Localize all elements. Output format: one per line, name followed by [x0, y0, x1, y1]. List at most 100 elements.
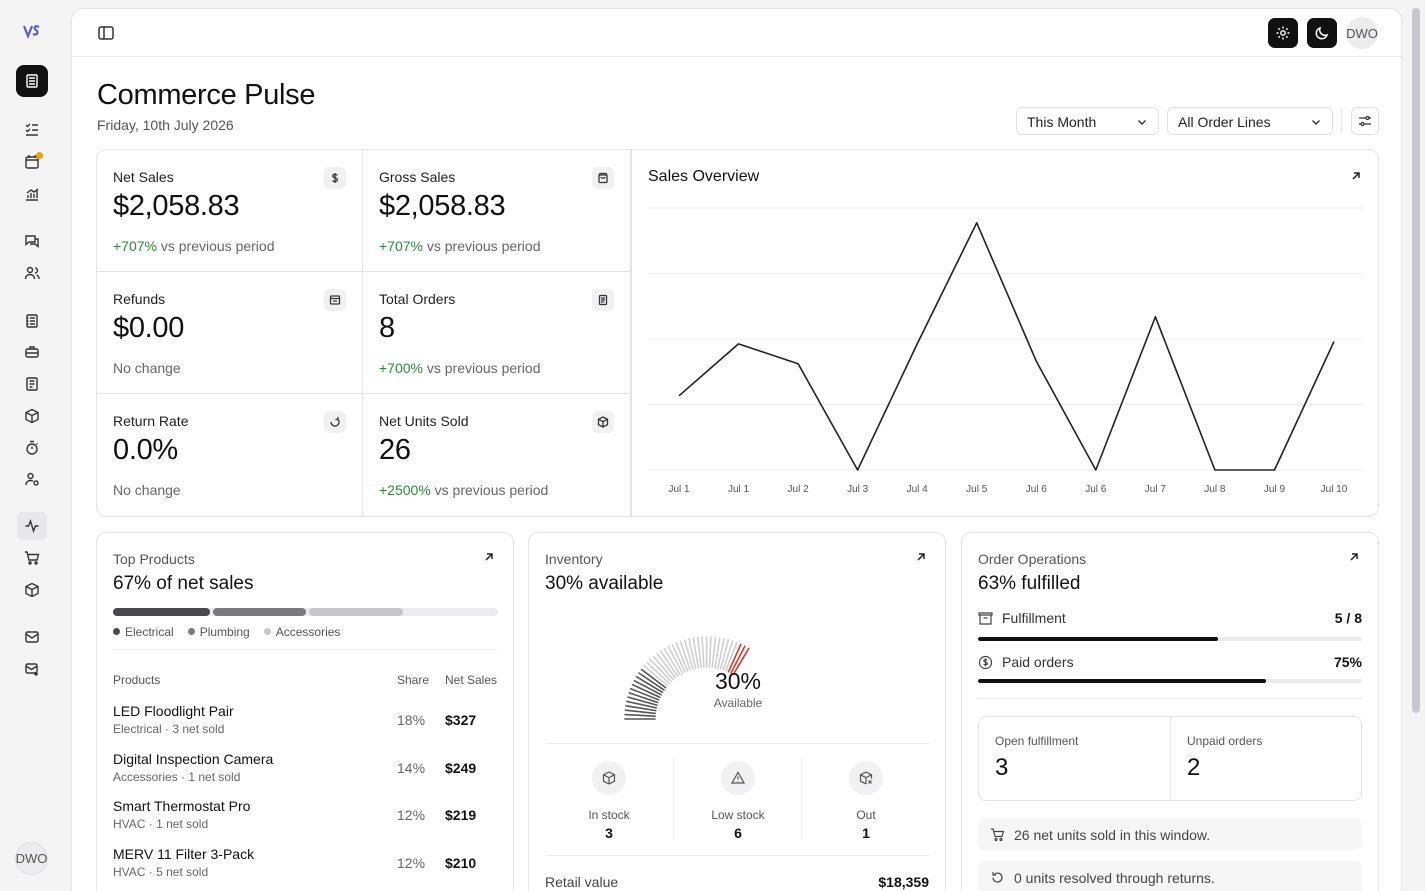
gauge-tick [671, 643, 686, 673]
gauge-tick [646, 661, 670, 685]
legend-item: Accessories [263, 625, 341, 639]
table-row[interactable]: LED Floodlight Pair Electrical · 3 net s… [113, 703, 497, 743]
gauge-tick [711, 636, 717, 669]
stat-label: Net Units Sold [379, 413, 469, 429]
box-value: 3 [995, 754, 1009, 781]
sidebar-cart-icon[interactable] [21, 547, 43, 569]
paid-orders-progress [978, 679, 1362, 683]
sidebar-inbox-icon[interactable] [21, 626, 43, 648]
note-text: 0 units resolved through returns. [1014, 870, 1215, 886]
sidebar-user-avatar[interactable]: DWO [15, 842, 48, 875]
gauge-tick [667, 645, 684, 674]
progress-fill [978, 679, 1266, 683]
gauge-tick [692, 637, 700, 669]
settings-button[interactable] [1268, 18, 1298, 48]
stat-label: Gross Sales [379, 169, 456, 185]
gauge-tick [635, 676, 664, 694]
sidebar-messages-icon[interactable] [21, 230, 43, 252]
stat-change: No change [113, 360, 181, 376]
x-tick-label: Jul 1 [668, 484, 690, 495]
sidebar-dashboard-icon[interactable] [16, 65, 48, 97]
stat-refunds: Refunds $0.00 No change [97, 272, 363, 394]
sidebar-user-settings-icon[interactable] [21, 468, 43, 490]
sidebar-products-icon[interactable] [21, 405, 43, 427]
sidebar-timer-icon[interactable] [21, 437, 43, 459]
availability-gauge [624, 636, 750, 720]
stat-label: Refunds [113, 291, 166, 307]
unpaid-orders-box: Unpaid orders 2 [1171, 717, 1363, 800]
sidebar-tasks-icon[interactable] [21, 119, 43, 141]
sidebar-mail-add-icon[interactable] [21, 658, 43, 680]
user-avatar[interactable]: DWO [1346, 17, 1378, 49]
category-segment [113, 608, 211, 616]
open-fulfillment-box: Open fulfillment 3 [979, 717, 1171, 800]
x-tick-label: Jul 6 [1026, 484, 1048, 495]
card-kicker: Top Products [113, 551, 195, 567]
legend-label: Accessories [275, 625, 341, 639]
main-panel: DWO Commerce Pulse Friday, 10th July 202… [71, 8, 1402, 891]
gauge-tick [696, 636, 702, 669]
divider [673, 759, 674, 839]
product-meta: HVAC · 1 net sold [113, 817, 209, 831]
stat-change-pct: +707% [113, 238, 157, 254]
sidebar-briefcase-icon[interactable] [21, 341, 43, 363]
x-tick-label: Jul 6 [1085, 484, 1107, 495]
chevron-down-icon [1138, 120, 1146, 125]
stock-value: 3 [605, 825, 613, 841]
table-row[interactable]: Smart Thermostat Pro HVAC · 1 net sold 1… [113, 798, 497, 838]
filter-options-button[interactable] [1351, 107, 1379, 135]
box-icon [592, 411, 614, 433]
page-date: Friday, 10th July 2026 [97, 117, 234, 133]
sidebar-package-icon[interactable] [21, 579, 43, 601]
stock-value: 1 [862, 825, 870, 841]
expand-arrow-icon[interactable] [1350, 170, 1362, 182]
expand-arrow-icon[interactable] [915, 551, 927, 563]
divider [113, 649, 497, 650]
box-value: 2 [1187, 754, 1201, 781]
x-tick-label: Jul 9 [1264, 484, 1286, 495]
divider [801, 759, 802, 839]
expand-arrow-icon[interactable] [1348, 551, 1360, 563]
stock-low: Low stock 6 [674, 761, 802, 851]
page-title: Commerce Pulse [97, 79, 316, 111]
expand-arrow-icon[interactable] [483, 551, 495, 563]
sidebar-analytics-icon[interactable] [21, 183, 43, 205]
theme-toggle-button[interactable] [1307, 18, 1337, 48]
fulfillment-progress [978, 637, 1362, 641]
gauge-tick [656, 653, 677, 679]
gauge-tick [624, 713, 656, 717]
gauge-tick [663, 648, 681, 676]
table-row[interactable]: MERV 11 Filter 3-Pack HVAC · 5 net sold … [113, 846, 497, 886]
gauge-tick [626, 700, 658, 709]
sidebar-ledger-icon[interactable] [21, 310, 43, 332]
period-select[interactable]: This Month [1016, 107, 1159, 135]
box-label: Unpaid orders [1187, 734, 1263, 748]
order-operations-card: Order Operations 63% fulfilled Fulfillme… [961, 532, 1379, 891]
sidebar-toggle-icon[interactable] [96, 23, 116, 43]
table-row[interactable]: Digital Inspection Camera Accessories · … [113, 751, 497, 791]
order-status-boxes: Open fulfillment 3 Unpaid orders 2 [978, 716, 1362, 801]
gauge-tick [708, 636, 712, 668]
box-x-icon [849, 761, 883, 795]
order-lines-select[interactable]: All Order Lines [1167, 107, 1333, 135]
warning-icon [721, 761, 755, 795]
x-tick-label: Jul 10 [1321, 484, 1348, 495]
package-icon [978, 612, 993, 625]
brand-logo-icon[interactable] [22, 22, 42, 40]
gauge-readout: 30% Available [679, 668, 797, 710]
sidebar-calendar-icon[interactable] [21, 151, 43, 173]
product-share: 12% [397, 855, 426, 871]
product-name: Smart Thermostat Pro [113, 798, 251, 814]
page-scrollbar[interactable] [1412, 8, 1420, 713]
sidebar-document-icon[interactable] [21, 373, 43, 395]
sidebar-activity-icon[interactable] [17, 512, 47, 540]
retail-value: $18,359 [878, 874, 929, 890]
legend-item: Electrical [113, 625, 174, 639]
product-meta: HVAC · 5 net sold [113, 865, 209, 879]
stock-out: Out 1 [802, 761, 930, 851]
sidebar-users-icon[interactable] [21, 262, 43, 284]
product-meta: Accessories · 1 net sold [113, 770, 241, 784]
paid-orders-value: 75% [1333, 654, 1362, 670]
product-sales: $219 [445, 807, 477, 823]
series-line [678, 222, 1335, 471]
